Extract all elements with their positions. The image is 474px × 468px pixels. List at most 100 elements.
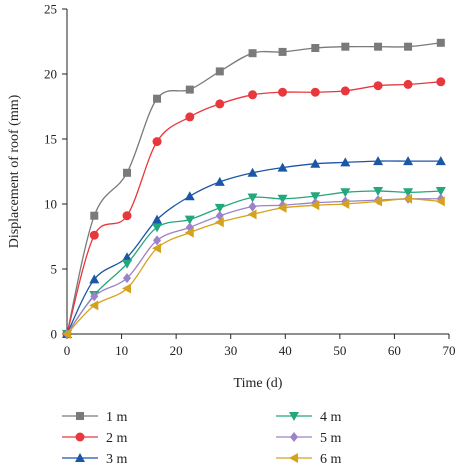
data-point [248, 49, 257, 58]
x-tick-label: 60 [388, 343, 401, 358]
data-point [436, 38, 445, 47]
data-point [89, 230, 99, 240]
data-point [436, 77, 446, 87]
data-point [152, 137, 162, 147]
data-point [340, 188, 351, 198]
legend-item-5: 5 m [276, 431, 342, 446]
data-point [152, 214, 163, 224]
data-point [340, 86, 350, 96]
data-point [247, 209, 257, 220]
data-point [311, 44, 320, 52]
legend-label: 3 m [106, 452, 128, 463]
data-point [152, 223, 163, 233]
data-point [248, 201, 257, 212]
data-point [278, 87, 288, 97]
y-axis-title: Displacement of roof (mm) [7, 94, 22, 248]
data-point [153, 94, 162, 103]
series-line [66, 198, 441, 335]
legend-label: 2 m [106, 431, 128, 446]
series-6 [62, 193, 445, 339]
data-point [341, 42, 350, 51]
data-point [184, 215, 195, 225]
data-point [214, 203, 225, 213]
data-point [277, 162, 288, 172]
legend-marker [76, 412, 84, 420]
data-point [247, 167, 258, 177]
data-point [122, 211, 132, 221]
data-point [277, 194, 288, 204]
data-point [122, 259, 133, 269]
data-point [184, 191, 195, 201]
data-point [90, 211, 99, 220]
data-point [310, 192, 321, 202]
data-point [373, 187, 384, 196]
data-point [435, 156, 446, 166]
legend-marker [289, 453, 298, 463]
data-point [248, 90, 258, 100]
data-point [215, 67, 224, 76]
data-point [152, 243, 162, 254]
data-point [373, 81, 383, 91]
legend-label: 5 m [320, 431, 342, 446]
y-tick-label: 15 [44, 132, 57, 147]
data-point [90, 291, 99, 302]
data-point [247, 193, 258, 203]
data-point [403, 188, 414, 198]
series-4 [62, 187, 446, 339]
legend-marker [289, 412, 299, 421]
data-point [215, 210, 224, 221]
legend-item-6: 6 m [276, 452, 342, 467]
data-point [373, 196, 383, 207]
data-point [185, 112, 195, 122]
y-tick-label: 10 [44, 197, 57, 212]
data-point [123, 168, 132, 177]
data-point [185, 85, 194, 94]
data-point [89, 300, 99, 311]
data-point [403, 193, 413, 204]
x-tick-label: 20 [170, 343, 183, 358]
data-point [278, 47, 287, 56]
y-tick-label: 5 [51, 262, 58, 277]
data-point [310, 87, 320, 97]
data-point [214, 217, 224, 228]
data-point [404, 42, 413, 51]
data-point [403, 156, 414, 166]
data-point [435, 187, 446, 196]
data-point [403, 79, 413, 89]
data-point [214, 176, 225, 186]
legend-marker [75, 432, 85, 442]
data-point [277, 202, 287, 213]
series-2 [62, 77, 446, 339]
x-axis-title: Time (d) [234, 376, 283, 391]
data-point [122, 252, 133, 262]
legend-item-4: 4 m [276, 410, 342, 425]
x-tick-label: 70 [443, 343, 456, 358]
legend-marker [75, 453, 85, 462]
data-point [123, 273, 132, 284]
data-point [310, 158, 321, 168]
data-point [374, 42, 383, 51]
data-point [62, 329, 71, 339]
data-point [340, 157, 351, 167]
series-line [66, 160, 441, 335]
y-tick-label: 0 [51, 327, 58, 342]
legend: 1 m 2 m 3 m 4 m 5 m 6 m [62, 410, 342, 467]
x-tick-label: 50 [333, 343, 346, 358]
x-tick-label: 0 [64, 343, 71, 358]
legend-item-3: 3 m [62, 452, 128, 467]
legend-item-1: 1 m [62, 410, 128, 425]
series-line [66, 198, 441, 335]
data-point [215, 99, 225, 109]
x-tick-label: 30 [224, 343, 237, 358]
data-point [89, 274, 100, 284]
x-tick-label: 10 [115, 343, 128, 358]
data-point [122, 283, 132, 294]
series-layer [62, 38, 446, 339]
y-tick-label: 25 [44, 2, 57, 17]
x-tick-label: 40 [279, 343, 292, 358]
data-point [310, 200, 320, 211]
data-point [340, 199, 350, 209]
legend-marker [290, 432, 298, 442]
